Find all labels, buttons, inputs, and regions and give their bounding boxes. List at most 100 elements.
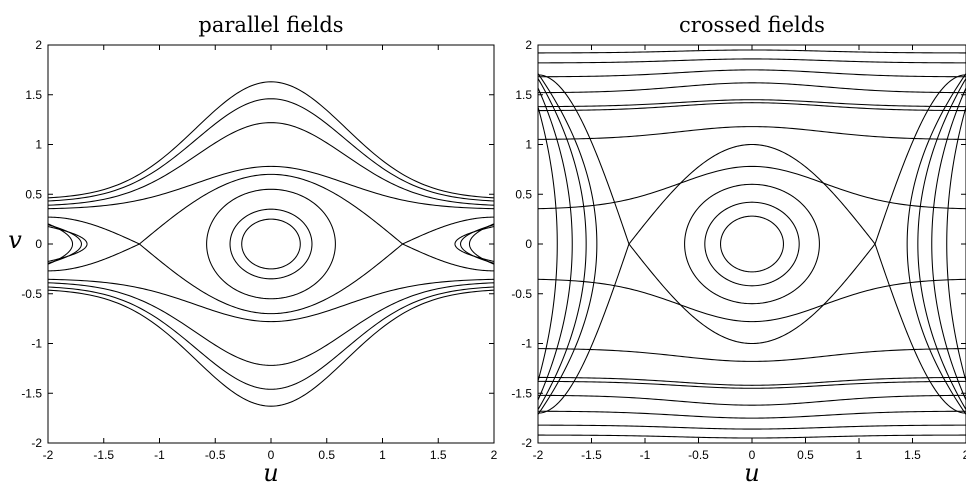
side-orbit [468, 223, 494, 265]
side-orbit [454, 226, 494, 262]
open-orbit [48, 278, 494, 323]
x-tick-label: 0 [268, 448, 275, 462]
side-orbit [906, 72, 966, 416]
open-orbit [48, 98, 494, 202]
y-tick-label: 1 [35, 138, 42, 152]
x-tick-label: -2 [533, 448, 544, 462]
x-tick-label: 0.5 [318, 448, 335, 462]
separatrix [402, 243, 494, 272]
x-tick-label: 1 [379, 448, 386, 462]
x-tick-label: -1 [640, 448, 651, 462]
x-tick-label: -1.5 [581, 448, 602, 462]
x-tick-label: 2 [491, 448, 498, 462]
side-orbit [931, 86, 966, 402]
closed-orbit [720, 215, 784, 273]
y-tick-label: 1.5 [25, 88, 42, 102]
plot-frame [537, 44, 966, 444]
separatrix [402, 216, 494, 245]
open-orbit [538, 58, 966, 64]
separatrix [874, 243, 966, 414]
phase-curves [538, 49, 966, 439]
y-tick-label: 2 [525, 38, 532, 52]
open-orbit [538, 376, 966, 386]
open-orbit [538, 348, 966, 362]
open-orbit [538, 165, 966, 210]
y-tick-label: 0 [525, 237, 532, 251]
separatrix [874, 74, 966, 245]
separatrix [538, 74, 630, 245]
open-orbit [538, 102, 966, 112]
open-orbit [538, 49, 966, 54]
open-orbit [538, 394, 966, 406]
side-orbit [946, 105, 966, 383]
x-tick-label: -1 [154, 448, 165, 462]
side-orbit [538, 86, 573, 402]
x-tick-label: 1.5 [904, 448, 921, 462]
y-tick-label: -0.5 [21, 287, 42, 301]
x-tick-label: -1.5 [93, 448, 114, 462]
closed-orbit [704, 201, 800, 287]
x-tick-label: 0.5 [797, 448, 814, 462]
open-orbit [48, 81, 494, 199]
open-orbit [538, 410, 966, 419]
open-orbit [538, 434, 966, 439]
y-tick-label: 0.5 [515, 187, 532, 201]
open-orbit [538, 82, 966, 94]
y-tick-label: 2 [35, 38, 42, 52]
open-orbit [48, 165, 494, 210]
side-orbit [538, 105, 558, 383]
open-orbit [48, 282, 494, 366]
separatrix [48, 243, 140, 272]
open-orbit [538, 424, 966, 430]
y-tick-label: -1.5 [511, 386, 532, 400]
separatrix [538, 243, 630, 414]
open-orbit [538, 99, 966, 108]
x-tick-label: 0 [749, 448, 756, 462]
separatrix [139, 173, 403, 245]
y-tick-label: 1 [525, 138, 532, 152]
open-orbit [538, 380, 966, 389]
panel-title: parallel fields [198, 13, 343, 37]
x-axis-label: u [744, 459, 759, 484]
plot-frame [47, 44, 495, 444]
x-tick-label: 1 [856, 448, 863, 462]
x-tick-label: 1.5 [430, 448, 447, 462]
closed-orbit [229, 208, 313, 280]
open-orbit [538, 278, 966, 323]
open-orbit [48, 289, 494, 407]
separatrix [139, 243, 403, 315]
side-orbit [48, 223, 74, 265]
panel-crossed-fields: crossed fields u -2 -1.5 -1 -0.5 0 0.5 1 1.5 2 2 1… [511, 13, 966, 484]
y-tick-label: -0.5 [511, 287, 532, 301]
y-tick-label: 1.5 [515, 88, 532, 102]
side-orbit [538, 72, 598, 416]
separatrix [48, 216, 140, 245]
panel-parallel-fields: parallel fields v u -2 -1.5 -1 -0.5 0 0.5 1 1.5… [8, 13, 498, 484]
closed-orbit [206, 188, 336, 300]
side-orbit [917, 77, 966, 411]
separatrix [628, 243, 876, 345]
tick-labels: -2 -1.5 -1 -0.5 0 0.5 1 1.5 2 2 1.5 1 0.5 0 -0.5 -1 -1.5… [511, 38, 966, 462]
y-tick-label: 0.5 [25, 187, 42, 201]
phase-curves [48, 81, 494, 407]
closed-orbit [684, 183, 820, 305]
y-tick-label: -1 [521, 337, 532, 351]
x-tick-label: -2 [43, 448, 54, 462]
x-axis-label: u [263, 459, 278, 484]
y-tick-label: -2 [31, 436, 42, 450]
open-orbit [538, 69, 966, 78]
y-tick-label: -1.5 [21, 386, 42, 400]
closed-orbit [241, 218, 301, 270]
x-tick-label: -0.5 [205, 448, 226, 462]
x-tick-label: -0.5 [688, 448, 709, 462]
y-tick-label: -2 [521, 436, 532, 450]
separatrix [628, 143, 876, 245]
y-tick-label: -1 [31, 337, 42, 351]
y-tick-label: 0 [35, 237, 42, 251]
panel-title: crossed fields [679, 13, 825, 37]
open-orbit [48, 122, 494, 206]
open-orbit [48, 286, 494, 390]
side-orbit [538, 77, 587, 411]
y-axis-label: v [8, 226, 22, 254]
